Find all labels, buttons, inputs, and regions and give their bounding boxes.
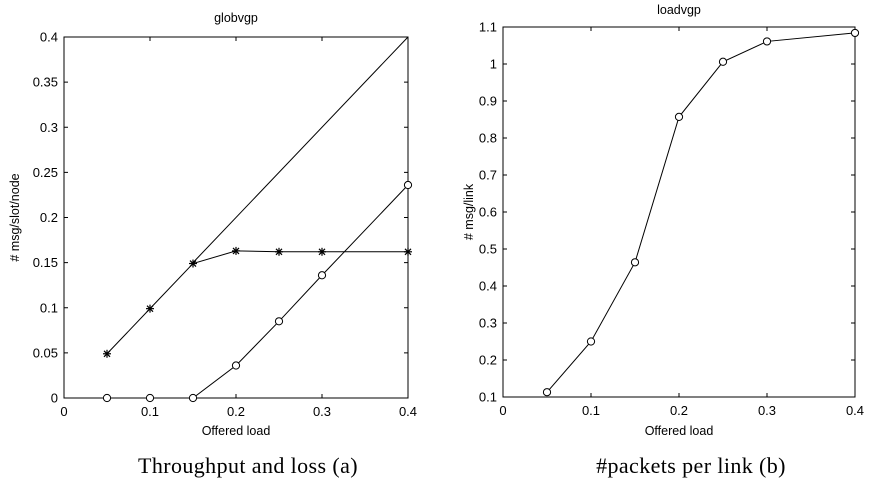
y-tick-label: 0.8 bbox=[479, 131, 497, 146]
data-point-circle bbox=[762, 37, 772, 46]
asterisk-stroke bbox=[318, 248, 326, 256]
data-point-asterisk bbox=[232, 246, 240, 255]
y-tick-label: 0.05 bbox=[33, 345, 58, 360]
x-axis-label: Offered load bbox=[202, 424, 271, 438]
figure-caption: Throughput and loss (a) bbox=[138, 453, 358, 478]
x-tick-label: 0.3 bbox=[758, 403, 776, 418]
data-point-circle bbox=[630, 258, 640, 267]
data-point-asterisk bbox=[146, 304, 154, 313]
chart-throughput-and-loss: globvgp Offered load # msg/slot/node Thr… bbox=[8, 11, 417, 478]
x-axis-label: Offered load bbox=[645, 424, 714, 438]
x-tick-label: 0.1 bbox=[141, 404, 159, 419]
data-point-asterisk bbox=[189, 259, 197, 268]
x-tick-label: 0.3 bbox=[313, 404, 331, 419]
figure-caption: #packets per link (b) bbox=[596, 453, 786, 478]
y-tick-label: 0.6 bbox=[479, 205, 497, 220]
data-point-circle bbox=[674, 112, 684, 122]
asterisk-stroke bbox=[146, 305, 154, 313]
asterisk-stroke bbox=[232, 247, 240, 255]
y-tick-label: 0.2 bbox=[40, 210, 58, 225]
y-tick-label: 0.9 bbox=[479, 94, 497, 109]
chart-packets-per-link: loadvgp Offered load # msg/link #packets… bbox=[462, 3, 864, 478]
y-tick-label: 0.5 bbox=[479, 242, 497, 257]
data-point-circle bbox=[102, 393, 112, 403]
y-tick-label: 0.4 bbox=[479, 279, 497, 294]
data-point-circle bbox=[718, 57, 728, 66]
x-tick-label: 0 bbox=[60, 404, 67, 419]
asterisk-stroke bbox=[103, 350, 111, 358]
y-tick-label: 0.35 bbox=[33, 75, 58, 90]
axes-box bbox=[502, 26, 856, 398]
y-tick-label: 1.1 bbox=[479, 20, 497, 35]
data-point-circle bbox=[231, 361, 241, 370]
y-tick-label: 0.3 bbox=[479, 316, 497, 331]
data-point-circle bbox=[586, 337, 596, 346]
series-line-reference bbox=[192, 36, 409, 263]
x-tick-label: 0.4 bbox=[399, 404, 417, 419]
asterisk-stroke bbox=[189, 260, 197, 267]
series-line-circle bbox=[107, 184, 409, 399]
data-point-circle bbox=[542, 388, 552, 397]
data-point-asterisk bbox=[404, 247, 412, 256]
data-point-circle bbox=[145, 393, 155, 403]
y-tick-label: 0.2 bbox=[479, 353, 497, 368]
data-point-circle bbox=[188, 393, 198, 403]
y-tick-label: 0 bbox=[51, 391, 58, 406]
x-tick-label: 0.4 bbox=[846, 403, 864, 418]
chart-title: loadvgp bbox=[657, 3, 701, 17]
data-point-asterisk bbox=[318, 247, 326, 256]
data-point-circle bbox=[274, 317, 284, 326]
data-point-circle bbox=[317, 271, 327, 280]
data-point-asterisk bbox=[275, 247, 283, 256]
y-tick-label: 0.4 bbox=[40, 30, 58, 45]
series-line-asterisk bbox=[106, 250, 408, 355]
x-tick-label: 0 bbox=[499, 403, 506, 418]
y-tick-label: 0.7 bbox=[479, 168, 497, 183]
asterisk-stroke bbox=[404, 248, 412, 256]
data-point-circle bbox=[850, 28, 860, 38]
x-tick-label: 0.1 bbox=[582, 403, 600, 418]
y-axis-label: # msg/link bbox=[462, 183, 476, 240]
y-tick-label: 1 bbox=[490, 57, 497, 72]
chart-title: globvgp bbox=[214, 11, 258, 25]
asterisk-stroke bbox=[275, 248, 283, 256]
x-tick-label: 0.2 bbox=[670, 403, 688, 418]
y-tick-label: 0.1 bbox=[40, 300, 58, 315]
y-tick-label: 0.15 bbox=[33, 255, 58, 270]
y-tick-label: 0.25 bbox=[33, 165, 58, 180]
y-axis-label: # msg/slot/node bbox=[8, 173, 22, 261]
y-tick-label: 0.1 bbox=[479, 390, 497, 405]
x-tick-label: 0.2 bbox=[227, 404, 245, 419]
data-point-asterisk bbox=[103, 349, 111, 358]
y-tick-label: 0.3 bbox=[40, 120, 58, 135]
data-point-circle bbox=[403, 180, 413, 190]
